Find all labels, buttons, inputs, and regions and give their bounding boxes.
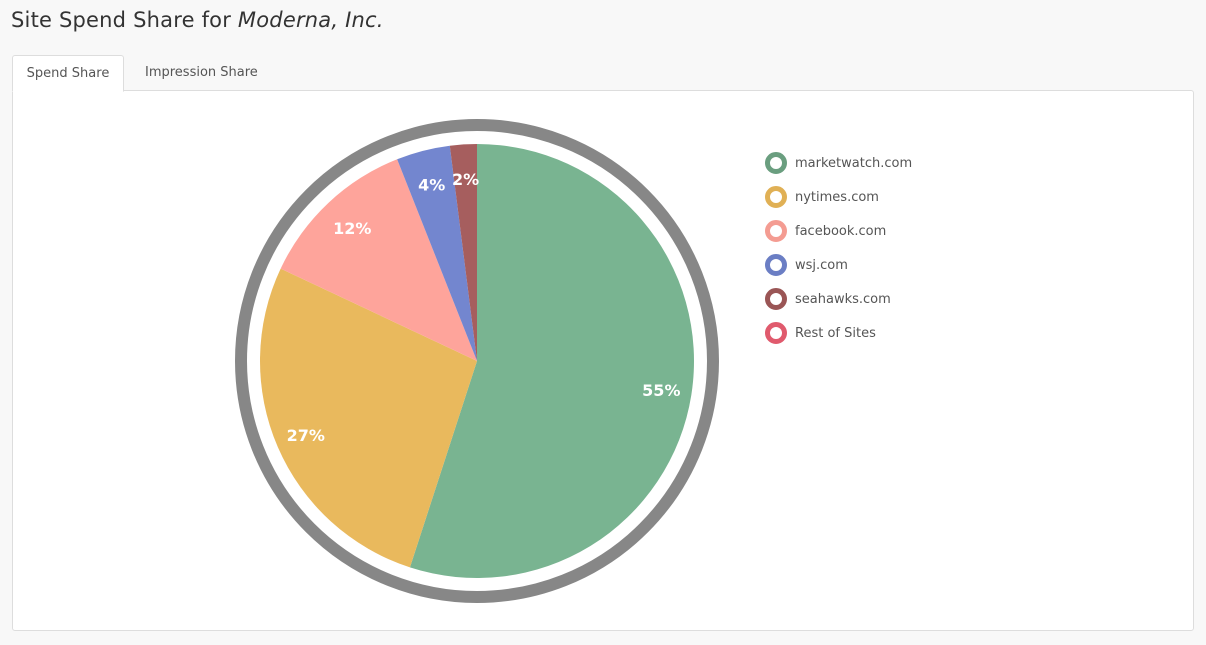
pie-slice-marketwatch-com[interactable] [409, 144, 694, 578]
pie-chart: 55% 27% 12% 4% 2% [235, 119, 719, 603]
legend-label: facebook.com [795, 223, 887, 239]
page-title-prefix: Site Spend Share for [11, 8, 238, 32]
legend-label: seahawks.com [795, 291, 891, 307]
pie-slice-seahawks-com[interactable] [449, 144, 477, 361]
legend-marker-icon [765, 152, 787, 174]
legend-item[interactable]: nytimes.com [765, 180, 912, 214]
pie-slice-nytimes-com[interactable] [259, 268, 477, 568]
legend-label: Rest of Sites [795, 325, 876, 341]
slice-label: 55% [642, 381, 680, 400]
legend-label: wsj.com [795, 257, 848, 273]
slice-label: 27% [287, 426, 325, 445]
tab-spend-share[interactable]: Spend Share [12, 55, 124, 92]
legend-marker-icon [765, 220, 787, 242]
legend-item[interactable]: seahawks.com [765, 282, 912, 316]
legend-item[interactable]: wsj.com [765, 248, 912, 282]
legend-marker-icon [765, 254, 787, 276]
slice-label: 12% [333, 219, 371, 238]
pie-slice-facebook-com[interactable] [280, 159, 477, 361]
legend-marker-icon [765, 322, 787, 344]
slice-label: 4% [418, 175, 445, 194]
legend-marker-icon [765, 186, 787, 208]
slice-label: 2% [452, 170, 479, 189]
legend: marketwatch.com nytimes.com facebook.com ws… [765, 146, 912, 350]
legend-label: nytimes.com [795, 189, 879, 205]
tab-bar: Spend Share Impression Share [12, 55, 274, 92]
legend-label: marketwatch.com [795, 155, 913, 171]
legend-marker-icon [765, 288, 787, 310]
chart-panel: 55% 27% 12% 4% 2% marketwatch.com nytimes.com… [12, 90, 1194, 631]
legend-item[interactable]: Rest of Sites [765, 316, 912, 350]
tab-impression-share[interactable]: Impression Share [145, 65, 258, 80]
legend-item[interactable]: marketwatch.com [765, 146, 912, 180]
legend-item[interactable]: facebook.com [765, 214, 912, 248]
page-title: Site Spend Share for Moderna, Inc. [11, 8, 384, 32]
pie-outer-ring [235, 119, 719, 603]
company-name: Moderna, Inc. [237, 8, 384, 32]
pie-slice-wsj-com[interactable] [397, 145, 477, 361]
